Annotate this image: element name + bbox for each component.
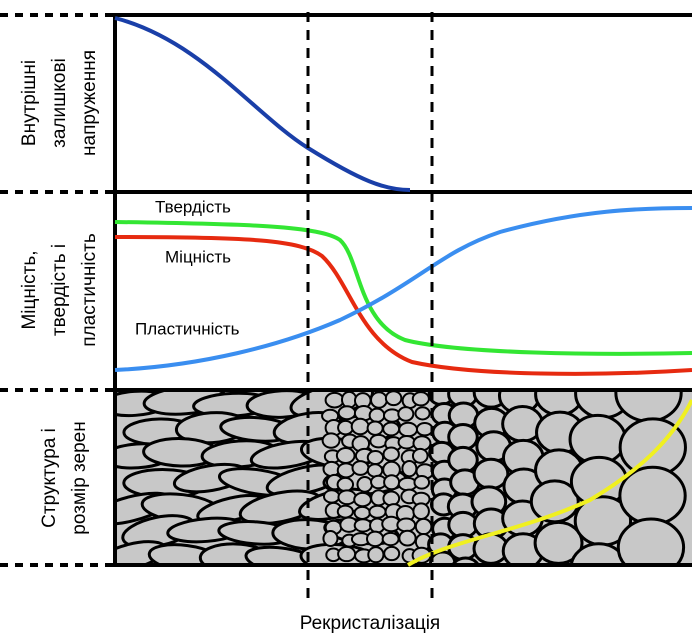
grain [383,533,399,545]
grain [370,409,385,422]
grain [397,518,415,531]
grain [386,391,401,405]
grain [355,507,370,519]
grain [371,392,387,408]
grain [451,558,480,583]
grain [368,451,383,464]
grain-structure [88,364,685,592]
grain [402,461,416,476]
grain [324,490,339,502]
grain [323,531,337,546]
grain [368,421,383,434]
grain [338,547,355,561]
panel-label: твердість і [49,244,70,336]
panel-label: напруження [79,50,100,156]
grain [352,419,369,434]
plasticity-curve [115,208,692,370]
grain [355,519,372,531]
plasticity-label: Пластичність [135,319,240,338]
grain [369,506,385,518]
grain [383,422,399,435]
grain [384,448,399,461]
panel-label: розмір зерен [69,421,90,534]
hardness-label: Твердість [155,197,231,216]
panel-label: Структура і [39,428,60,528]
grain [414,476,429,489]
grain [417,423,433,435]
x-label: Рекристалізація [300,613,440,634]
grain [415,407,429,419]
grain [399,531,415,546]
diagram: Твердість Міцність Пластичність Рекриста… [0,0,692,638]
grain [368,547,383,562]
grain [339,406,356,419]
strength-label: Міцність [165,247,231,266]
grain [384,475,399,489]
grain [354,493,371,506]
grain [352,461,368,475]
grain [338,490,355,504]
grain [413,503,429,519]
grain [449,425,478,450]
grain [398,407,413,421]
residual-stress-curve [115,18,410,190]
panel-label: залишкові [49,58,70,148]
grain [413,449,428,463]
grain [337,448,355,463]
grain [368,464,382,476]
grain [399,436,415,448]
grain [416,519,432,534]
grain [413,392,429,405]
grain [338,478,353,491]
grain [399,423,417,437]
grain [338,506,353,518]
grain [338,421,353,435]
grain [326,393,344,408]
grain [323,433,340,447]
grain [618,519,683,576]
grain [620,467,685,524]
panel-label: Міцність, [19,250,40,329]
grain [384,547,399,560]
panel-label: пластичність [79,233,100,347]
panel-label: Внутрішні [19,60,40,146]
grain [370,435,386,448]
grain [367,532,383,546]
grain [383,492,399,506]
grain [357,477,372,492]
